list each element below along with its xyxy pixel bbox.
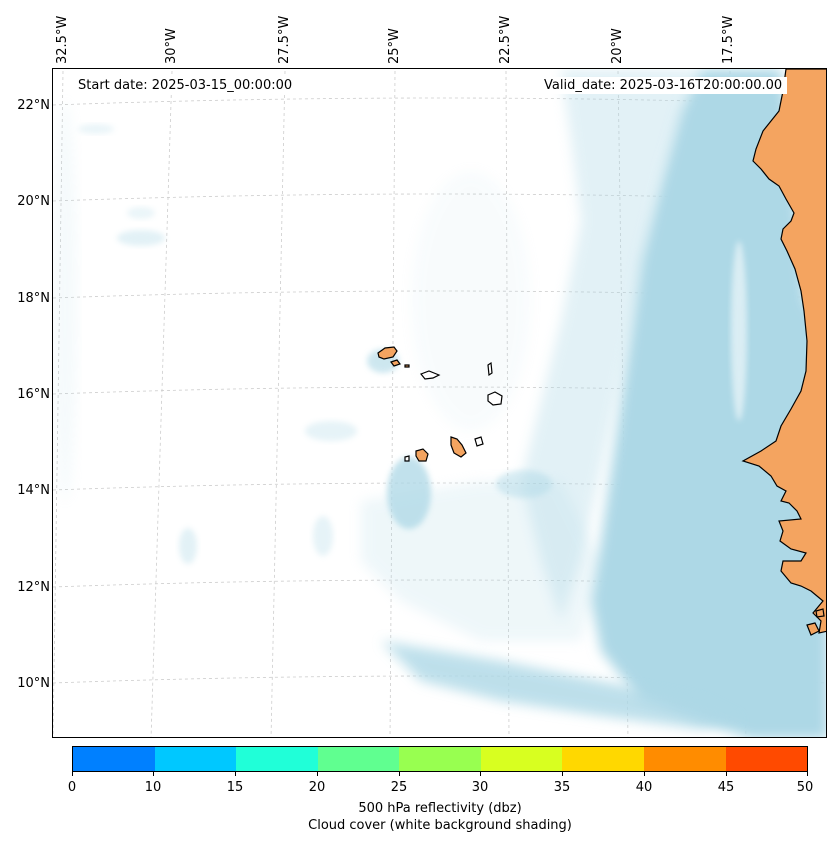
- colorbar-segment-10-15: [154, 747, 237, 771]
- colorbar-tick-40: 40: [635, 780, 653, 795]
- island-boa-vista: [487, 391, 503, 406]
- colorbar-label-reflectivity: 500 hPa reflectivity (dbz): [358, 801, 522, 816]
- island-santa-luzia: [404, 364, 410, 368]
- cloud-patch-west-4: [313, 516, 333, 556]
- cape-verde-islands: [377, 346, 503, 462]
- cloud-patch-island-south: [387, 457, 431, 529]
- meridian-25w: [389, 70, 396, 737]
- colorbar-tick-20: 20: [308, 780, 326, 795]
- cloud-patch-center: [411, 171, 531, 431]
- cloud-patch-west-edge: [53, 101, 77, 501]
- colorbar-tick-25: 25: [390, 780, 408, 795]
- island-sao-vicente: [390, 359, 401, 367]
- lon-label-32-5w: 32.5°W: [55, 15, 70, 64]
- lat-label-20n: 20°N: [17, 194, 50, 209]
- island-brava: [404, 455, 410, 462]
- island-sal: [487, 361, 493, 377]
- colorbar-tickmark-10: [153, 772, 154, 776]
- cloud-clear-slot: [731, 241, 747, 421]
- cloud-patch-west-3: [179, 528, 197, 564]
- gridlines: [53, 70, 826, 737]
- colorbar-segment-0-10: [73, 747, 155, 771]
- cloud-band-fringe: [521, 69, 701, 621]
- cloud-southern-tongue: [381, 641, 741, 729]
- colorbar-segment-30-35: [480, 747, 563, 771]
- cloud-patch-north-2: [127, 207, 155, 219]
- colorbar-tickmark-25: [399, 772, 400, 776]
- lon-label-27-5w: 27.5°W: [277, 15, 292, 64]
- colorbar-segment-15-20: [236, 747, 318, 771]
- start-date-label: Start date: 2025-03-15_00:00:00: [73, 77, 298, 94]
- meridian-27-5w: [270, 70, 286, 737]
- island-sao-nicolau: [420, 370, 441, 380]
- cloud-patch-west-2: [305, 421, 357, 441]
- colorbar-tickmark-40: [644, 772, 645, 776]
- map-canvas: [53, 69, 826, 737]
- parallel-10n: [53, 675, 826, 684]
- map-panel: [52, 68, 827, 738]
- parallel-16n: [53, 386, 826, 395]
- lat-label-18n: 18°N: [17, 291, 50, 306]
- colorbar-label-cloud-cover: Cloud cover (white background shading): [308, 818, 572, 833]
- lon-label-22-5w: 22.5°W: [498, 15, 513, 64]
- lat-label-12n: 12°N: [17, 580, 50, 595]
- island-santiago: [450, 436, 467, 458]
- colorbar-tick-30: 30: [471, 780, 489, 795]
- colorbar-tick-35: 35: [553, 780, 571, 795]
- lat-label-16n: 16°N: [17, 387, 50, 402]
- colorbar-segment-40-45: [643, 747, 726, 771]
- colorbar-segment-25-30: [399, 747, 481, 771]
- africa-coast: [741, 69, 826, 634]
- lon-label-25w: 25°W: [387, 28, 402, 64]
- colorbar-tickmark-50: [807, 772, 808, 776]
- land: [741, 69, 826, 636]
- parallel-20n: [53, 193, 826, 202]
- lon-label-30w: 30°W: [164, 28, 179, 64]
- parallel-18n: [53, 290, 826, 299]
- colorbar-tick-0: 0: [67, 780, 77, 795]
- colorbar-segment-35-40: [562, 747, 644, 771]
- colorbar-tick-50: 50: [796, 780, 814, 795]
- lon-label-20w: 20°W: [610, 28, 625, 64]
- bissagos-island-2: [815, 608, 825, 618]
- parallel-12n: [53, 579, 826, 588]
- parallel-14n: [53, 482, 826, 491]
- colorbar-segment-45-50: [725, 747, 808, 771]
- cloud-cover: [53, 69, 826, 737]
- colorbar-tickmark-30: [480, 772, 481, 776]
- bissagos-island-1: [806, 622, 820, 636]
- colorbar-segment-20-25: [317, 747, 400, 771]
- island-maio: [474, 436, 484, 447]
- lat-label-14n: 14°N: [17, 483, 50, 498]
- colorbar-tick-15: 15: [226, 780, 244, 795]
- island-fogo: [415, 448, 429, 462]
- colorbar-tickmark-45: [726, 772, 727, 776]
- lat-label-22n: 22°N: [17, 98, 50, 113]
- valid-date-label: Valid_date: 2025-03-16T20:00:00.00: [539, 77, 788, 94]
- colorbar-tick-10: 10: [144, 780, 162, 795]
- meridian-30w: [150, 70, 173, 737]
- cloud-patch-north-1: [78, 124, 114, 134]
- lon-label-17-5w: 17.5°W: [721, 15, 736, 64]
- island-santo-antao: [377, 346, 398, 360]
- cloud-patch-west-1: [117, 230, 165, 246]
- parallel-22n: [53, 97, 826, 106]
- cloud-patch-mid: [496, 470, 552, 498]
- colorbar-tick-45: 45: [717, 780, 735, 795]
- colorbar: [72, 746, 808, 772]
- colorbar-tickmark-20: [317, 772, 318, 776]
- colorbar-tickmark-0: [72, 772, 73, 776]
- colorbar-tickmark-35: [562, 772, 563, 776]
- colorbar-tickmark-15: [235, 772, 236, 776]
- lat-label-10n: 10°N: [17, 676, 50, 691]
